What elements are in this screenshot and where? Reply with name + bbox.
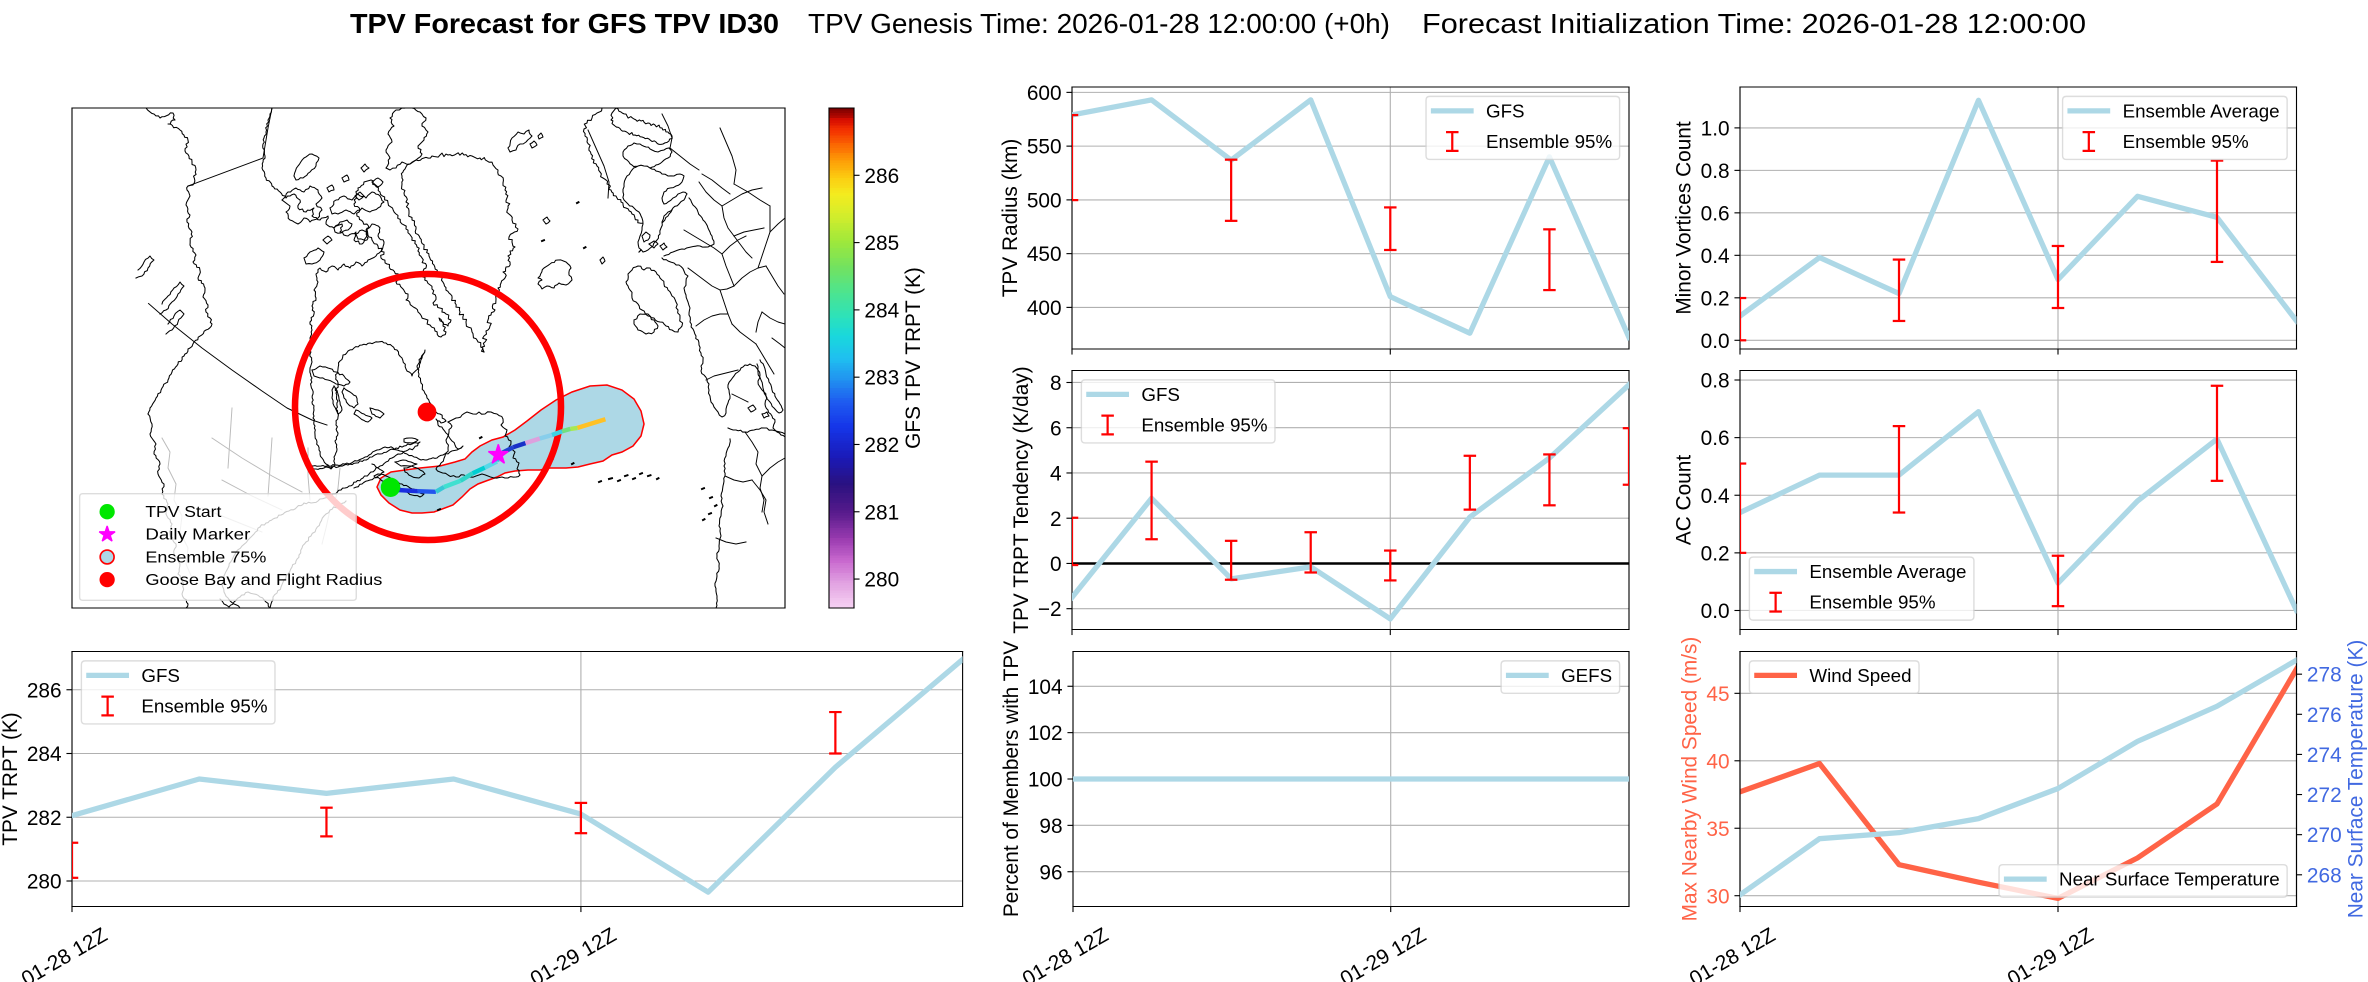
svg-text:Max Nearby Wind Speed (m/s): Max Nearby Wind Speed (m/s) bbox=[1679, 637, 1702, 922]
svg-text:0.2: 0.2 bbox=[1701, 287, 1730, 310]
svg-text:TPV Start: TPV Start bbox=[145, 504, 222, 521]
svg-text:30: 30 bbox=[1706, 885, 1729, 908]
svg-text:GFS: GFS bbox=[1486, 100, 1525, 121]
svg-text:0.8: 0.8 bbox=[1701, 160, 1730, 183]
svg-text:0.0: 0.0 bbox=[1701, 330, 1730, 353]
svg-text:Goose Bay and Flight Radius: Goose Bay and Flight Radius bbox=[145, 572, 382, 589]
svg-text:TPV Genesis Time: 2026-01-28 1: TPV Genesis Time: 2026-01-28 12:00:00 (+… bbox=[808, 8, 1390, 39]
svg-text:96: 96 bbox=[1039, 861, 1062, 884]
svg-text:281: 281 bbox=[864, 501, 899, 524]
svg-text:45: 45 bbox=[1706, 683, 1729, 706]
svg-text:Wind Speed: Wind Speed bbox=[1809, 665, 1911, 686]
svg-text:Percent of Members with TPV: Percent of Members with TPV bbox=[1000, 641, 1023, 917]
svg-text:8: 8 bbox=[1050, 372, 1062, 395]
svg-text:283: 283 bbox=[864, 367, 899, 390]
svg-text:−2: −2 bbox=[1038, 598, 1062, 621]
svg-text:Near Surface Temperature (K): Near Surface Temperature (K) bbox=[2344, 640, 2367, 919]
svg-text:GFS: GFS bbox=[141, 665, 180, 686]
svg-text:278: 278 bbox=[2307, 664, 2342, 687]
svg-text:280: 280 bbox=[27, 871, 62, 894]
svg-text:2: 2 bbox=[1050, 508, 1062, 531]
svg-text:0.6: 0.6 bbox=[1701, 202, 1730, 225]
svg-text:1.0: 1.0 bbox=[1701, 117, 1730, 140]
svg-text:600: 600 bbox=[1027, 82, 1062, 105]
svg-text:TPV Forecast for GFS TPV ID30: TPV Forecast for GFS TPV ID30 bbox=[350, 8, 779, 39]
svg-text:4: 4 bbox=[1050, 463, 1062, 486]
svg-text:280: 280 bbox=[864, 569, 899, 592]
svg-text:Ensemble 75%: Ensemble 75% bbox=[145, 549, 266, 566]
svg-text:0.2: 0.2 bbox=[1701, 542, 1730, 565]
svg-text:274: 274 bbox=[2307, 744, 2342, 767]
svg-text:98: 98 bbox=[1039, 815, 1062, 838]
svg-text:Ensemble Average: Ensemble Average bbox=[2123, 100, 2280, 121]
svg-text:35: 35 bbox=[1706, 818, 1729, 841]
svg-text:Minor Vortices Count: Minor Vortices Count bbox=[1673, 121, 1696, 315]
svg-text:AC Count: AC Count bbox=[1673, 455, 1696, 546]
svg-text:0.4: 0.4 bbox=[1701, 485, 1730, 508]
svg-text:500: 500 bbox=[1027, 189, 1062, 212]
svg-text:0.4: 0.4 bbox=[1701, 245, 1730, 268]
svg-text:Ensemble 95%: Ensemble 95% bbox=[1141, 415, 1267, 436]
svg-text:282: 282 bbox=[864, 434, 899, 457]
svg-text:Daily Marker: Daily Marker bbox=[145, 527, 250, 544]
svg-text:TPV TRPT Tendency (K/day): TPV TRPT Tendency (K/day) bbox=[1010, 366, 1033, 633]
svg-text:282: 282 bbox=[27, 807, 62, 830]
svg-text:270: 270 bbox=[2307, 824, 2342, 847]
svg-text:286: 286 bbox=[864, 165, 899, 188]
svg-text:100: 100 bbox=[1028, 769, 1063, 792]
svg-text:40: 40 bbox=[1706, 750, 1729, 773]
svg-text:Ensemble 95%: Ensemble 95% bbox=[1809, 592, 1935, 613]
svg-text:286: 286 bbox=[27, 679, 62, 702]
svg-text:102: 102 bbox=[1028, 722, 1063, 745]
svg-text:550: 550 bbox=[1027, 136, 1062, 159]
svg-text:Forecast Initialization Time:: Forecast Initialization Time: 2026-01-28… bbox=[1422, 8, 2086, 39]
svg-text:276: 276 bbox=[2307, 704, 2342, 727]
svg-text:Ensemble 95%: Ensemble 95% bbox=[141, 696, 267, 717]
svg-text:GEFS: GEFS bbox=[1561, 665, 1612, 686]
svg-text:268: 268 bbox=[2307, 864, 2342, 887]
svg-text:0.6: 0.6 bbox=[1701, 427, 1730, 450]
svg-text:450: 450 bbox=[1027, 243, 1062, 266]
svg-text:0.8: 0.8 bbox=[1701, 370, 1730, 393]
svg-text:TPV TRPT (K): TPV TRPT (K) bbox=[0, 712, 22, 845]
svg-text:Near Surface Temperature: Near Surface Temperature bbox=[2059, 869, 2280, 890]
svg-text:104: 104 bbox=[1028, 676, 1063, 699]
svg-text:400: 400 bbox=[1027, 297, 1062, 320]
svg-text:6: 6 bbox=[1050, 417, 1062, 440]
svg-text:GFS: GFS bbox=[1141, 384, 1180, 405]
svg-text:Ensemble Average: Ensemble Average bbox=[1809, 561, 1966, 582]
svg-text:0.0: 0.0 bbox=[1701, 600, 1730, 623]
svg-text:Ensemble 95%: Ensemble 95% bbox=[1486, 131, 1612, 152]
svg-text:0: 0 bbox=[1050, 553, 1062, 576]
svg-text:285: 285 bbox=[864, 232, 899, 255]
svg-text:TPV Radius (km): TPV Radius (km) bbox=[999, 139, 1022, 298]
svg-text:284: 284 bbox=[864, 299, 899, 322]
svg-text:GFS TPV TRPT (K): GFS TPV TRPT (K) bbox=[902, 267, 925, 449]
svg-text:Ensemble 95%: Ensemble 95% bbox=[2123, 131, 2249, 152]
svg-text:272: 272 bbox=[2307, 784, 2342, 807]
svg-text:284: 284 bbox=[27, 743, 62, 766]
